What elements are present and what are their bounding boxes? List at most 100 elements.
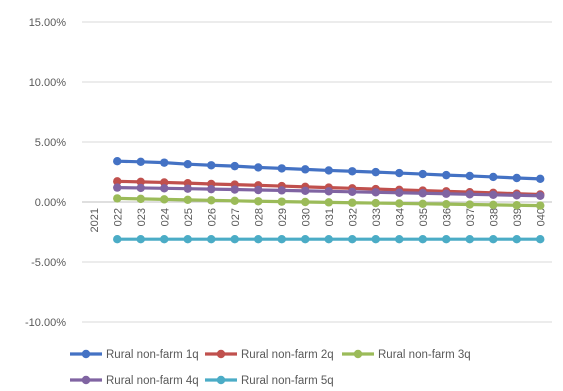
x-tick-label: 038 [488,208,500,226]
data-point [512,235,521,244]
data-point [418,189,427,198]
data-point [277,186,286,195]
data-point [324,235,333,244]
data-point [395,168,404,178]
x-tick-label: 028 [253,208,265,226]
data-point [489,172,498,182]
data-point [536,174,545,184]
gridlines [82,21,552,323]
data-point [230,185,239,194]
data-point [348,187,357,196]
data-point [136,194,145,204]
data-point [324,187,333,196]
x-tick-label: 034 [394,208,406,226]
data-point [348,167,357,176]
data-point [254,197,263,206]
data-point [395,188,404,197]
data-point [442,189,451,198]
data-point [254,163,263,172]
data-point [418,169,427,179]
data-point [160,158,169,167]
data-point [512,173,521,183]
x-tick-label: 033 [371,208,383,226]
data-point [442,235,451,244]
legend-item: Rural non-farm 5q [205,375,334,387]
legend-swatch-marker [81,349,91,359]
data-point [371,167,380,177]
x-tick-label: 025 [183,208,195,226]
x-tick-label: 023 [136,208,148,226]
data-point [536,235,545,244]
data-point [489,200,498,210]
data-point [512,201,521,210]
x-axis-ticks: 2021 022 023 024 025 026 027 028 029 030 031 032 033… [89,208,548,232]
data-point [465,190,474,199]
series [113,183,545,200]
data-point [254,185,263,195]
data-point [465,171,474,181]
data-point [371,188,380,197]
data-point [442,170,451,180]
data-point [136,157,145,166]
x-tick-label: 030 [300,208,312,226]
data-point [136,177,145,187]
data-point [183,235,192,244]
series [113,235,545,244]
data-point [418,199,427,208]
x-tick-label: 029 [277,208,289,226]
data-point [113,235,122,244]
series-lines [113,157,545,244]
data-point [160,178,169,187]
data-point [277,164,286,173]
legend-swatch-marker [216,375,226,385]
legend-item: Rural non-farm 1q [70,349,199,361]
legend-label: Rural non-farm 1q [106,349,199,361]
legend-label: Rural non-farm 2q [241,349,334,361]
data-point [348,198,357,207]
data-point [207,161,216,170]
data-point [277,197,286,206]
x-tick-label: 032 [347,208,359,226]
data-point [183,195,192,205]
y-tick-label: 15.00% [29,17,67,29]
data-point [371,235,380,244]
legend-label: Rural non-farm 5q [241,375,334,387]
y-tick-label: 5.00% [35,137,66,149]
x-tick-label: 040 [535,208,547,226]
y-tick-label: 10.00% [29,77,67,89]
data-point [230,235,239,244]
data-point [395,235,404,244]
data-point [301,186,310,196]
data-point [536,201,545,210]
data-point [395,199,404,208]
legend-swatch-marker [81,375,91,385]
y-tick-label: 0.00% [35,197,66,209]
data-point [489,190,498,199]
data-point [183,184,192,193]
legend-item: Rural non-farm 4q [70,375,199,387]
data-point [136,183,145,193]
data-point [230,161,239,171]
data-point [371,198,380,208]
data-point [301,235,310,244]
x-tick-label: 027 [230,208,242,226]
data-point [324,166,333,175]
data-point [160,195,169,204]
x-tick-label: 035 [418,208,430,226]
data-point [113,177,122,186]
x-tick-label: 037 [465,208,477,226]
data-point [512,191,521,200]
x-tick-label: 2021 [89,208,101,232]
data-point [348,235,357,244]
data-point [324,198,333,207]
series [113,157,545,184]
data-point [160,184,169,193]
data-point [301,197,310,207]
legend-label: Rural non-farm 4q [106,375,199,387]
y-tick-label: -10.00% [25,317,66,329]
data-point [254,235,263,244]
x-tick-label: 022 [112,208,124,226]
x-tick-label: 036 [441,208,453,226]
data-point [442,199,451,209]
